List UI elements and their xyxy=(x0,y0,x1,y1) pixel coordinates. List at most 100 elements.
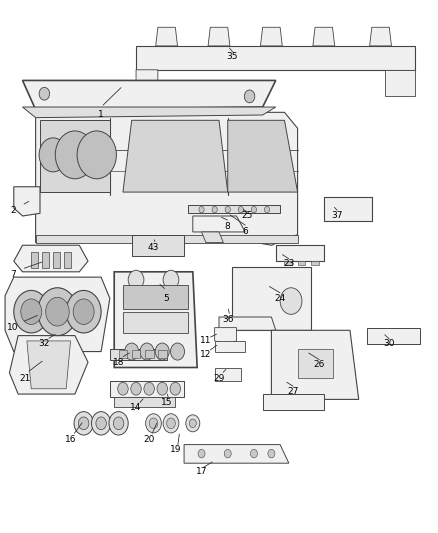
Text: 27: 27 xyxy=(287,387,299,396)
Polygon shape xyxy=(193,216,245,232)
Bar xyxy=(119,351,127,358)
Circle shape xyxy=(38,288,77,336)
Circle shape xyxy=(163,414,179,433)
Bar xyxy=(285,261,292,265)
Circle shape xyxy=(170,343,184,360)
Bar xyxy=(297,349,332,378)
Polygon shape xyxy=(385,70,416,96)
Text: 12: 12 xyxy=(200,350,212,359)
Polygon shape xyxy=(40,120,110,192)
Circle shape xyxy=(251,206,257,213)
Polygon shape xyxy=(261,27,283,46)
Polygon shape xyxy=(201,232,223,243)
Circle shape xyxy=(46,297,69,326)
Circle shape xyxy=(92,411,111,435)
Text: 35: 35 xyxy=(226,52,238,61)
Polygon shape xyxy=(155,27,177,46)
Text: 11: 11 xyxy=(200,336,212,345)
Circle shape xyxy=(186,415,200,432)
Circle shape xyxy=(265,206,270,213)
Text: 37: 37 xyxy=(331,212,343,221)
Circle shape xyxy=(96,417,106,430)
Text: 10: 10 xyxy=(7,323,19,332)
Circle shape xyxy=(157,382,167,395)
Polygon shape xyxy=(27,341,71,389)
Polygon shape xyxy=(232,266,311,330)
Text: 14: 14 xyxy=(131,403,142,412)
Text: 24: 24 xyxy=(275,294,286,303)
Polygon shape xyxy=(132,235,184,256)
Circle shape xyxy=(212,206,217,213)
Bar xyxy=(53,252,60,268)
Polygon shape xyxy=(10,336,88,394)
Text: 21: 21 xyxy=(19,374,30,383)
Circle shape xyxy=(39,138,67,172)
Circle shape xyxy=(198,449,205,458)
Bar xyxy=(123,285,188,309)
Circle shape xyxy=(113,417,124,430)
Polygon shape xyxy=(22,107,276,118)
Text: 36: 36 xyxy=(222,315,233,324)
Polygon shape xyxy=(110,349,166,360)
Polygon shape xyxy=(184,445,289,463)
Text: 43: 43 xyxy=(148,244,159,253)
Circle shape xyxy=(78,417,89,430)
Text: 5: 5 xyxy=(164,294,170,303)
Circle shape xyxy=(189,419,196,427)
Circle shape xyxy=(170,382,180,395)
Polygon shape xyxy=(263,394,324,410)
Polygon shape xyxy=(208,27,230,46)
Circle shape xyxy=(280,288,302,314)
Polygon shape xyxy=(110,381,184,397)
Text: 26: 26 xyxy=(314,360,325,369)
Polygon shape xyxy=(14,187,40,216)
Circle shape xyxy=(199,206,204,213)
Bar xyxy=(145,351,153,358)
Circle shape xyxy=(166,418,175,429)
Polygon shape xyxy=(5,277,110,352)
Polygon shape xyxy=(219,317,276,330)
Bar xyxy=(64,252,71,268)
Circle shape xyxy=(39,348,58,371)
Bar xyxy=(297,261,305,265)
Polygon shape xyxy=(228,120,297,192)
Polygon shape xyxy=(136,70,158,96)
Polygon shape xyxy=(22,80,276,110)
Text: 29: 29 xyxy=(213,374,225,383)
Polygon shape xyxy=(215,328,237,344)
Text: 25: 25 xyxy=(242,212,253,221)
Text: 7: 7 xyxy=(10,270,16,279)
Circle shape xyxy=(225,206,230,213)
Circle shape xyxy=(238,206,244,213)
Text: 16: 16 xyxy=(65,435,76,444)
Circle shape xyxy=(268,449,275,458)
Circle shape xyxy=(118,382,128,395)
Text: 18: 18 xyxy=(113,358,124,367)
Circle shape xyxy=(77,131,117,179)
Polygon shape xyxy=(188,205,280,213)
Text: 17: 17 xyxy=(196,467,207,475)
Polygon shape xyxy=(272,330,359,399)
Circle shape xyxy=(131,382,141,395)
Circle shape xyxy=(128,270,144,289)
Bar xyxy=(132,351,141,358)
Text: 30: 30 xyxy=(384,339,395,348)
Bar xyxy=(311,261,318,265)
Polygon shape xyxy=(215,368,241,381)
Text: 1: 1 xyxy=(98,110,104,119)
Text: 15: 15 xyxy=(161,398,173,407)
Circle shape xyxy=(21,299,42,325)
Circle shape xyxy=(73,299,94,325)
Circle shape xyxy=(163,270,179,289)
Circle shape xyxy=(251,449,258,458)
Polygon shape xyxy=(35,112,297,245)
Circle shape xyxy=(55,131,95,179)
Polygon shape xyxy=(215,341,245,352)
Circle shape xyxy=(109,411,128,435)
Text: 20: 20 xyxy=(144,435,155,444)
Polygon shape xyxy=(35,235,297,243)
Circle shape xyxy=(74,411,93,435)
Polygon shape xyxy=(114,272,197,368)
Bar xyxy=(158,351,166,358)
Circle shape xyxy=(39,87,49,100)
